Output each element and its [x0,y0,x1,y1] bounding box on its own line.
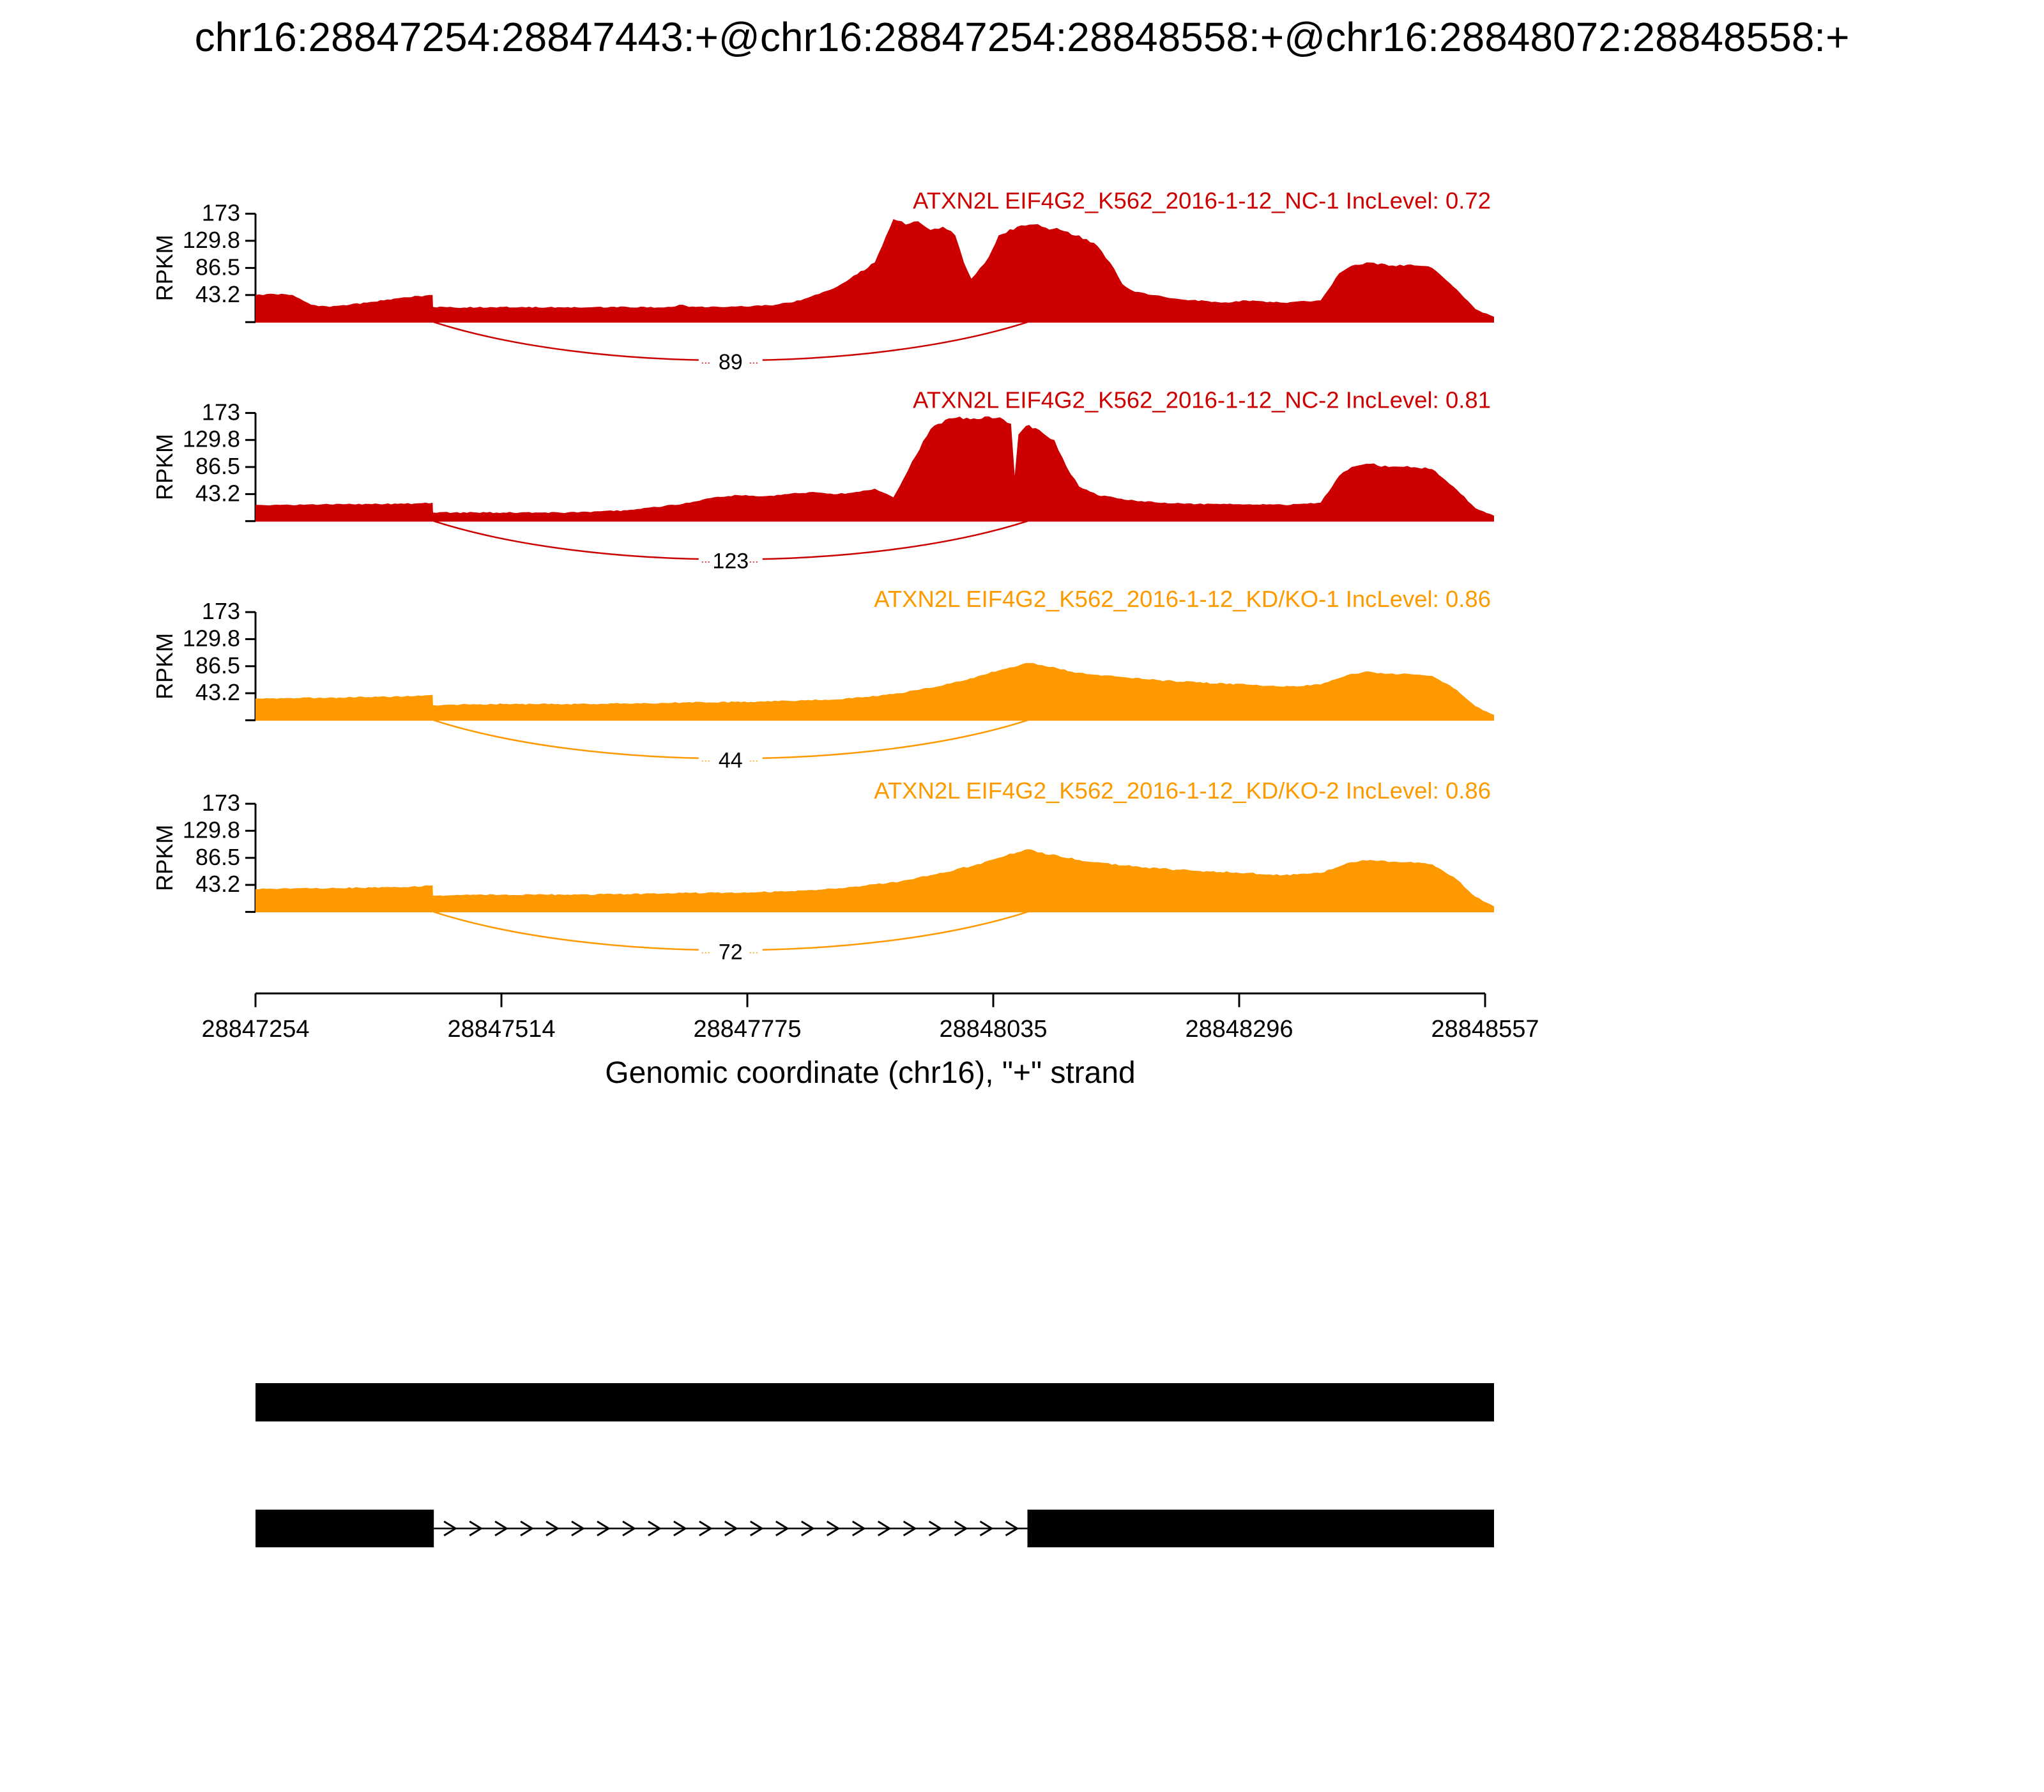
svg-text:86.5: 86.5 [195,453,240,479]
svg-text:28847254: 28847254 [201,1016,309,1043]
svg-text:173: 173 [202,598,240,624]
svg-text:173: 173 [202,790,240,816]
svg-text:28847514: 28847514 [447,1016,555,1043]
svg-text:129.8: 129.8 [183,227,240,253]
svg-text:43.2: 43.2 [195,281,240,307]
svg-text:RPKM: RPKM [151,234,178,301]
svg-text:173: 173 [202,399,240,425]
svg-text:86.5: 86.5 [195,652,240,678]
svg-text:129.8: 129.8 [183,625,240,651]
svg-text:chr16:28847254:28847443:+@chr1: chr16:28847254:28847443:+@chr16:28847254… [195,14,1850,60]
svg-text:89: 89 [719,350,743,374]
svg-text:43.2: 43.2 [195,480,240,506]
svg-text:86.5: 86.5 [195,254,240,280]
svg-text:RPKM: RPKM [151,434,178,500]
svg-text:ATXN2L EIF4G2_K562_2016-1-12_K: ATXN2L EIF4G2_K562_2016-1-12_KD/KO-1 Inc… [874,586,1491,612]
svg-text:43.2: 43.2 [195,871,240,897]
svg-text:43.2: 43.2 [195,679,240,705]
svg-text:129.8: 129.8 [183,816,240,843]
svg-text:Genomic coordinate (chr16), "+: Genomic coordinate (chr16), "+" strand [605,1056,1135,1090]
svg-text:28848035: 28848035 [939,1016,1047,1043]
svg-text:ATXN2L EIF4G2_K562_2016-1-12_N: ATXN2L EIF4G2_K562_2016-1-12_NC-1 IncLev… [913,188,1491,214]
svg-text:86.5: 86.5 [195,844,240,870]
svg-text:72: 72 [719,940,743,964]
svg-text:129.8: 129.8 [183,426,240,452]
svg-text:28848296: 28848296 [1185,1016,1293,1043]
svg-text:ATXN2L EIF4G2_K562_2016-1-12_N: ATXN2L EIF4G2_K562_2016-1-12_NC-2 IncLev… [913,387,1491,413]
svg-text:44: 44 [719,748,743,772]
svg-text:123: 123 [712,549,749,574]
svg-text:173: 173 [202,200,240,226]
svg-text:ATXN2L EIF4G2_K562_2016-1-12_K: ATXN2L EIF4G2_K562_2016-1-12_KD/KO-2 Inc… [874,777,1491,804]
svg-text:RPKM: RPKM [151,825,178,891]
svg-text:RPKM: RPKM [151,633,178,700]
svg-text:28848557: 28848557 [1431,1016,1539,1043]
svg-text:28847775: 28847775 [693,1016,801,1043]
